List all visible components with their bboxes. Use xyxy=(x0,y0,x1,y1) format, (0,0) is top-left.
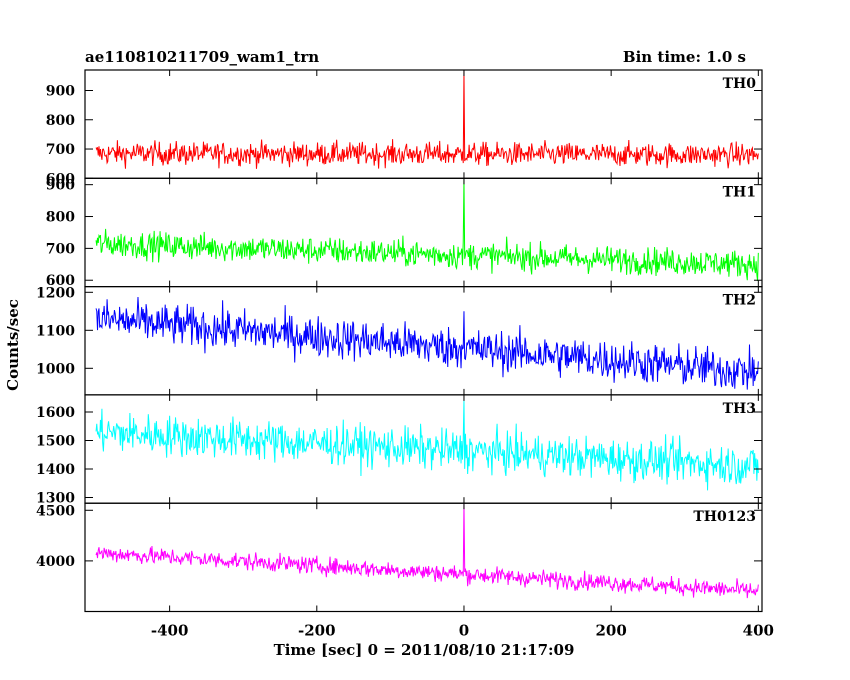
y-tick-label: 900 xyxy=(46,83,75,99)
y-tick-label: 1000 xyxy=(36,361,75,377)
panels-group: 600 700 800 900 TH0 600 700 800 900 TH1 1000 1100 12… xyxy=(36,69,763,613)
panel-th1: 600 700 800 900 TH1 xyxy=(46,177,763,289)
y-tick-label: 4500 xyxy=(36,503,75,519)
series-th2 xyxy=(95,297,759,390)
y-axis-label: Counts/sec xyxy=(4,299,22,391)
x-tick-label: -200 xyxy=(298,622,336,640)
y-tick-label: 1200 xyxy=(36,285,75,301)
y-tick-label: 1100 xyxy=(36,323,75,339)
panel-label: TH2 xyxy=(723,293,756,309)
series-th1 xyxy=(95,178,759,282)
x-tick-label: 0 xyxy=(459,622,469,640)
x-axis-ticks: -400 -200 0 200 400 xyxy=(151,622,774,640)
x-tick-label: 400 xyxy=(743,622,774,640)
panel-label: TH0123 xyxy=(693,509,756,525)
panel-label: TH1 xyxy=(723,184,756,200)
chart-title: ae110810211709_wam1_trn xyxy=(85,48,319,66)
y-tick-label: 700 xyxy=(46,142,75,158)
y-tick-label: 1400 xyxy=(36,462,75,478)
y-tick-label: 1300 xyxy=(36,491,75,507)
x-tick-label: 200 xyxy=(595,622,626,640)
panel-th3: 1300 1400 1500 1600 TH3 xyxy=(36,394,763,507)
y-tick-label: 600 xyxy=(46,273,75,289)
y-tick-label: 600 xyxy=(46,171,75,187)
y-tick-label: 800 xyxy=(46,210,75,226)
panel-th0123: 4000 4500 TH0123 xyxy=(36,502,763,613)
y-tick-label: 900 xyxy=(46,178,75,194)
y-tick-label: 1600 xyxy=(36,405,75,421)
series-th0 xyxy=(95,70,759,169)
panel-th0: 600 700 800 900 TH0 xyxy=(46,69,763,187)
x-axis-label: Time [sec] 0 = 2011/08/10 21:17:09 xyxy=(274,641,575,659)
x-tick-label: -400 xyxy=(151,622,189,640)
y-tick-label: 1500 xyxy=(36,434,75,450)
panel-label: TH0 xyxy=(723,76,757,92)
panel-label: TH3 xyxy=(723,401,756,417)
y-tick-label: 4000 xyxy=(36,554,75,570)
panel-frame xyxy=(84,502,763,613)
panel-frame xyxy=(84,177,763,288)
series-th0123 xyxy=(95,503,759,599)
y-tick-label: 800 xyxy=(46,113,75,129)
bin-time-label: Bin time: 1.0 s xyxy=(623,48,746,66)
y-tick-label: 700 xyxy=(46,241,75,257)
series-th3 xyxy=(95,400,759,491)
panel-th2: 1000 1100 1200 TH2 xyxy=(36,285,763,396)
